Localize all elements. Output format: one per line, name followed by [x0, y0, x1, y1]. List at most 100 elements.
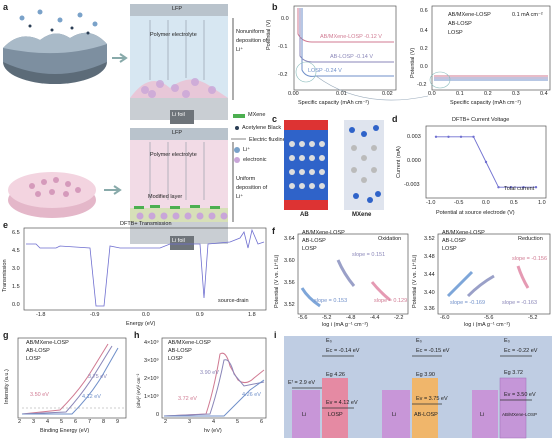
- e-xtick-1: -0.9: [90, 312, 100, 318]
- d-xlabel: Potential at source electrode (V): [436, 210, 515, 216]
- h-ylabel: (αhv)² (eV)² cm⁻²: [136, 373, 141, 408]
- b-annot-1: AB/MXene-LOSP -0.12 V: [320, 34, 382, 40]
- i-ef: Eᶠ = 2.9 eV: [288, 380, 316, 386]
- e-xtick-2: 0.0: [142, 312, 150, 318]
- g-xtick-2: 4: [46, 419, 50, 425]
- e-xtick-0: -1.8: [36, 312, 46, 318]
- f-red-slope-3: slope = -0.163: [502, 300, 538, 306]
- c-ab-label: AB: [300, 212, 309, 218]
- panel-b: b Potential (V) AB/MXene-LOSP -0.12 V AB…: [266, 0, 554, 112]
- panel-i: i E₀ Eᴄ = -0.14 eV Eg 4.26 Eᴠ = 4.12 eV …: [274, 330, 554, 439]
- b-left-ytick-0: 0.0: [281, 16, 289, 22]
- h-ytick-2: 2×10⁹: [144, 376, 159, 382]
- b-left-xlabel: Specific capacity (mAh cm⁻²): [298, 100, 370, 106]
- f-ox-title: Oxidation: [378, 236, 402, 242]
- g-value-1: 3.50 eV: [30, 392, 49, 398]
- a-mxene: MXene: [248, 112, 266, 118]
- panel-label-g: g: [3, 330, 9, 340]
- b-right-ytick-2: 0.2: [420, 46, 428, 52]
- i-name-2: AB-LOSP: [414, 412, 438, 418]
- b-left-ylabel: Potential (V): [266, 19, 272, 50]
- b-right-xlabel: Specific capacity (mAh cm⁻²): [450, 100, 522, 106]
- f-ox-ytick-0: 3.64: [284, 236, 295, 242]
- e-ytick-0: 6.5: [12, 230, 20, 236]
- h-value-2: 3.72 eV: [178, 396, 197, 402]
- h-value-1: 3.90 eV: [200, 370, 219, 376]
- h-legend-2: AB-LOSP: [168, 348, 192, 354]
- panel-label-a: a: [3, 2, 9, 12]
- h-xtick-2: 4: [212, 419, 216, 425]
- b-right-ytick-4: -0.2: [417, 82, 427, 88]
- d-xtick-2: 0.0: [482, 200, 490, 206]
- e-ytick-4: 0.0: [12, 302, 20, 308]
- panel-e-chart: [23, 227, 267, 311]
- f-ox-ytick-1: 3.60: [284, 258, 295, 264]
- panel-label-c: c: [272, 114, 278, 124]
- h-ytick-1: 3×10⁹: [144, 358, 159, 364]
- g-xtick-6: 8: [102, 419, 106, 425]
- h-ytick-3: 1×10⁹: [144, 394, 159, 400]
- i-ec-1: Eᴄ = -0.14 eV: [326, 348, 360, 354]
- f-red-ytick-0: 3.52: [424, 236, 435, 242]
- panel-e: e DFTB+ Transmission Transmission 6.5 4.…: [0, 218, 272, 330]
- panel-d-chart: [425, 125, 547, 199]
- b-right-xtick-4: 0.4: [540, 91, 548, 97]
- b-legend-1: AB/MXene-LOSP: [448, 12, 491, 18]
- b-right-xtick-1: 0.1: [456, 91, 464, 97]
- d-xtick-0: -1.0: [426, 200, 436, 206]
- f-ox-ytick-3: 3.52: [284, 302, 295, 308]
- a-lifoil-top: Li foil: [172, 112, 185, 118]
- panel-h-chart: [161, 337, 267, 419]
- g-xtick-5: 7: [88, 419, 92, 425]
- f-red-xtick-1: -5.6: [484, 315, 494, 321]
- g-xlabel: Binding Energy (eV): [40, 428, 90, 434]
- f-legend-1: AB/MXene-LOSP: [302, 230, 345, 236]
- f-ox-ytick-2: 3.56: [284, 280, 295, 286]
- f-ox-slope-1: slope = 0.151: [352, 252, 386, 258]
- d-current-point: [459, 135, 463, 138]
- panel-label-b: b: [272, 2, 278, 12]
- d-current-point: [509, 186, 513, 189]
- e-legend: source-drain: [218, 298, 249, 304]
- panel-label-i: i: [274, 330, 277, 340]
- i-eg-3: Eg 3.72: [504, 370, 523, 376]
- a-poly-bottom: Polymer electrolyte: [150, 152, 197, 158]
- f-legend-2: AB-LOSP: [302, 238, 326, 244]
- f-xlabel-ox: log i (mA g⁻¹ cm⁻²): [322, 322, 369, 328]
- h-legend-3: LOSP: [168, 356, 183, 362]
- a-li: Li⁺: [243, 147, 251, 153]
- a-poly-top: Polymer electrolyte: [150, 32, 197, 38]
- panel-a: a: [0, 0, 286, 270]
- panel-label-d: d: [392, 114, 398, 124]
- b-left-xtick-1: 0.01: [336, 91, 347, 97]
- f-ox-xtick-1: -5.2: [322, 315, 332, 321]
- a-nonuniform: Nonuniform deposition of Li⁺: [236, 29, 268, 53]
- f-red-slope-1: slope = -0.156: [512, 256, 548, 262]
- d-xtick-4: 1.0: [538, 200, 546, 206]
- i-e0-1: E₀: [326, 338, 332, 344]
- panel-h: h AB/MXene-LOSP AB-LOSP LOSP 3.90 eV 3.7…: [134, 330, 270, 439]
- b-right-ytick-3: 0.0: [420, 64, 428, 70]
- h-ytick-4: 0: [156, 412, 160, 418]
- g-ylabel: Intensity (a.u.): [4, 369, 10, 404]
- e-ytick-2: 3.0: [12, 266, 20, 272]
- d-ytick-2: -0.003: [404, 182, 420, 188]
- f-red-slope-2: slope = -0.169: [450, 300, 486, 306]
- b-right-xtick-0: 0.0: [428, 91, 436, 97]
- d-xtick-1: -0.5: [454, 200, 464, 206]
- f-ylabel-ox: Potential (V vs. Li⁺/Li): [274, 254, 280, 308]
- f-red-xtick-2: -5.2: [528, 315, 538, 321]
- i-ec-2: Eᴄ = -0.15 eV: [416, 348, 450, 354]
- g-xtick-3: 5: [60, 419, 64, 425]
- panel-i-diagram: [284, 336, 552, 439]
- d-title: DFTB+ Current Voltage: [452, 117, 510, 123]
- d-ytick-1: 0.000: [407, 158, 421, 164]
- i-e0-3: E₀: [504, 338, 510, 344]
- b-right-xtick-3: 0.3: [512, 91, 520, 97]
- i-ev-2: Eᴠ = 3.75 eV: [416, 396, 448, 402]
- f-ylabel-red: Potential (V vs. Li⁺/Li): [412, 254, 418, 308]
- g-xtick-0: 2: [18, 419, 22, 425]
- b-right-ytick-1: 0.4: [420, 28, 428, 34]
- d-current-point: [472, 135, 475, 138]
- f-ox-slope-2: slope = 0.153: [314, 298, 348, 304]
